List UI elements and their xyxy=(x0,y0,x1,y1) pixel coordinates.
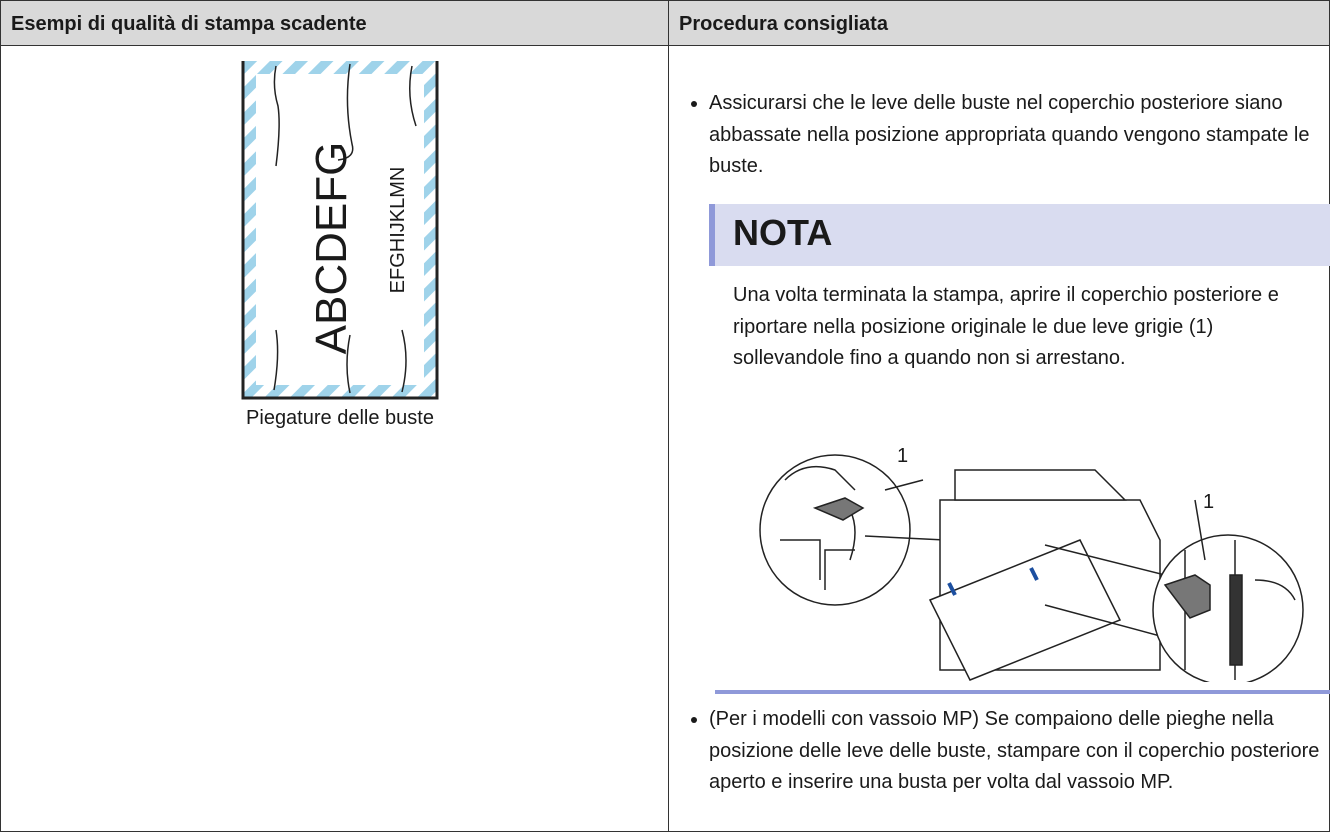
note-title: NOTA xyxy=(733,212,833,253)
bullet: (Per i modelli con vassoio MP) Se compai… xyxy=(709,704,1329,799)
note-text: Una volta terminata la stampa, aprire il… xyxy=(733,284,1279,369)
figure-label: 1 xyxy=(897,445,908,467)
envelope-illustration: ABCDEFG EFGHIJKLMN Piegature delle buste xyxy=(241,61,439,429)
header-cell: Esempi di qualità di stampa scadente xyxy=(0,0,669,46)
large-text: ABCDEFG xyxy=(307,142,356,355)
note-header: NOTA xyxy=(709,204,1330,266)
note-rule xyxy=(715,690,1330,694)
figure-label: 1 xyxy=(1203,491,1214,513)
caption: Piegature delle buste xyxy=(246,407,434,429)
small-text: EFGHIJKLMN xyxy=(387,167,409,294)
header-cell: Procedura consigliata xyxy=(668,0,1330,46)
envelope-edge xyxy=(241,61,439,400)
bullet-list: (Per i modelli con vassoio MP) Se compai… xyxy=(683,704,1329,799)
creases xyxy=(273,63,417,394)
bullet-list: Assicurarsi che le leve delle buste nel … xyxy=(683,88,1329,183)
bullet: Assicurarsi che le leve delle buste nel … xyxy=(709,88,1329,183)
printer-illustration: 1 1 xyxy=(759,445,1304,682)
